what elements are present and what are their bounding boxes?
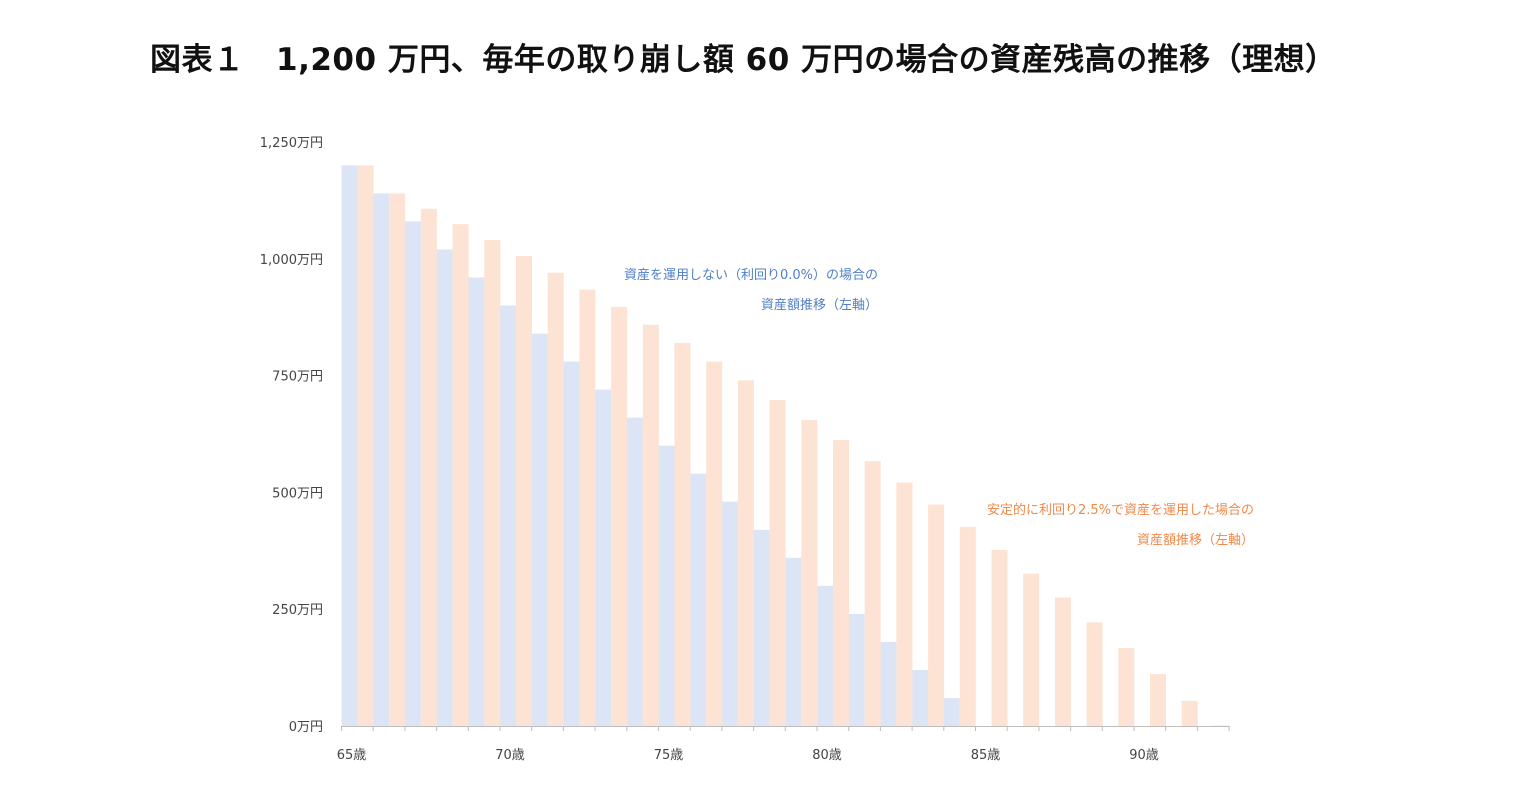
bar-no-investment-68 <box>436 249 453 726</box>
bar-invested-66 <box>389 193 406 726</box>
bar-no-investment-83 <box>912 669 929 726</box>
bar-invested-77 <box>737 380 754 726</box>
bar-invested-71 <box>547 272 564 726</box>
x-axis-ticks: 65歳 70歳 75歳 80歳 85歳 90歳 <box>337 726 1230 763</box>
bar-invested-86 <box>1023 573 1040 726</box>
x-tick-label: 85歳 <box>971 748 1001 763</box>
bar-invested-65 <box>357 165 374 726</box>
bar-invested-80 <box>833 440 849 726</box>
bar-no-investment-77 <box>721 501 738 726</box>
bar-no-investment-73 <box>595 389 612 726</box>
bar-invested-89 <box>1118 648 1135 726</box>
bar-no-investment-79 <box>785 557 802 726</box>
bar-no-investment-80 <box>817 585 833 726</box>
y-tick-label: 250万円 <box>272 603 323 618</box>
annotation-text: 安定的に利回り2.5%で資産を運用した場合の <box>987 502 1254 518</box>
bar-invested-83 <box>928 504 945 726</box>
series-no-investment-bars <box>341 165 960 726</box>
bar-invested-90 <box>1150 674 1166 726</box>
bar-no-investment-78 <box>753 529 770 726</box>
bar-invested-69 <box>484 240 501 726</box>
bar-no-investment-65 <box>341 165 358 726</box>
bar-invested-79 <box>801 420 818 726</box>
bar-invested-68 <box>452 224 469 726</box>
bar-invested-92 <box>1213 725 1230 726</box>
series-invested-bars <box>357 165 1230 727</box>
bar-no-investment-71 <box>531 333 548 726</box>
bar-invested-87 <box>1054 597 1071 726</box>
x-tick-label: 90歳 <box>1129 748 1159 763</box>
x-tick-label: 75歳 <box>654 748 684 763</box>
bar-invested-76 <box>706 361 723 726</box>
bar-invested-78 <box>769 399 786 726</box>
bar-invested-82 <box>896 482 913 726</box>
x-tick-label: 80歳 <box>812 748 842 763</box>
chart-title: 図表１ 1,200 万円、毎年の取り崩し額 60 万円の場合の資産残高の推移（理… <box>150 42 1337 78</box>
y-tick-label: 1,250万円 <box>260 136 323 151</box>
bar-invested-81 <box>864 461 881 726</box>
y-tick-label: 0万円 <box>289 720 323 735</box>
bar-no-investment-69 <box>468 277 485 726</box>
bar-invested-73 <box>611 306 628 726</box>
x-tick-label: 65歳 <box>337 748 367 763</box>
y-axis-tick-labels: 0万円 250万円 500万円 750万円 1,000万円 1,250万円 <box>260 136 323 735</box>
bar-no-investment-76 <box>690 473 707 726</box>
bar-invested-70 <box>516 256 532 726</box>
annotation-text: 資産を運用しない（利回り0.0%）の場合の <box>624 267 878 283</box>
bar-no-investment-67 <box>404 221 421 726</box>
bar-no-investment-70 <box>500 305 516 726</box>
bar-no-investment-82 <box>880 641 897 726</box>
bar-invested-75 <box>674 342 691 726</box>
bar-invested-88 <box>1086 622 1103 726</box>
y-tick-label: 500万円 <box>272 486 323 501</box>
bar-no-investment-75 <box>658 445 675 726</box>
x-tick-label: 70歳 <box>495 748 525 763</box>
bar-invested-84 <box>959 527 976 726</box>
bar-invested-72 <box>579 289 596 726</box>
bar-no-investment-81 <box>848 613 865 726</box>
bar-invested-85 <box>991 549 1008 726</box>
bar-no-investment-72 <box>563 361 580 726</box>
annotation-text: 資産額推移（左軸） <box>1137 532 1254 548</box>
bar-invested-91 <box>1181 700 1198 726</box>
bar-no-investment-66 <box>373 193 390 726</box>
annotation-text: 資産額推移（左軸） <box>761 297 878 313</box>
y-tick-label: 750万円 <box>272 370 323 385</box>
y-tick-label: 1,000万円 <box>260 253 323 268</box>
bar-invested-74 <box>642 324 659 726</box>
bar-invested-67 <box>420 208 437 727</box>
bar-no-investment-74 <box>626 417 643 726</box>
bar-no-investment-84 <box>943 698 960 726</box>
